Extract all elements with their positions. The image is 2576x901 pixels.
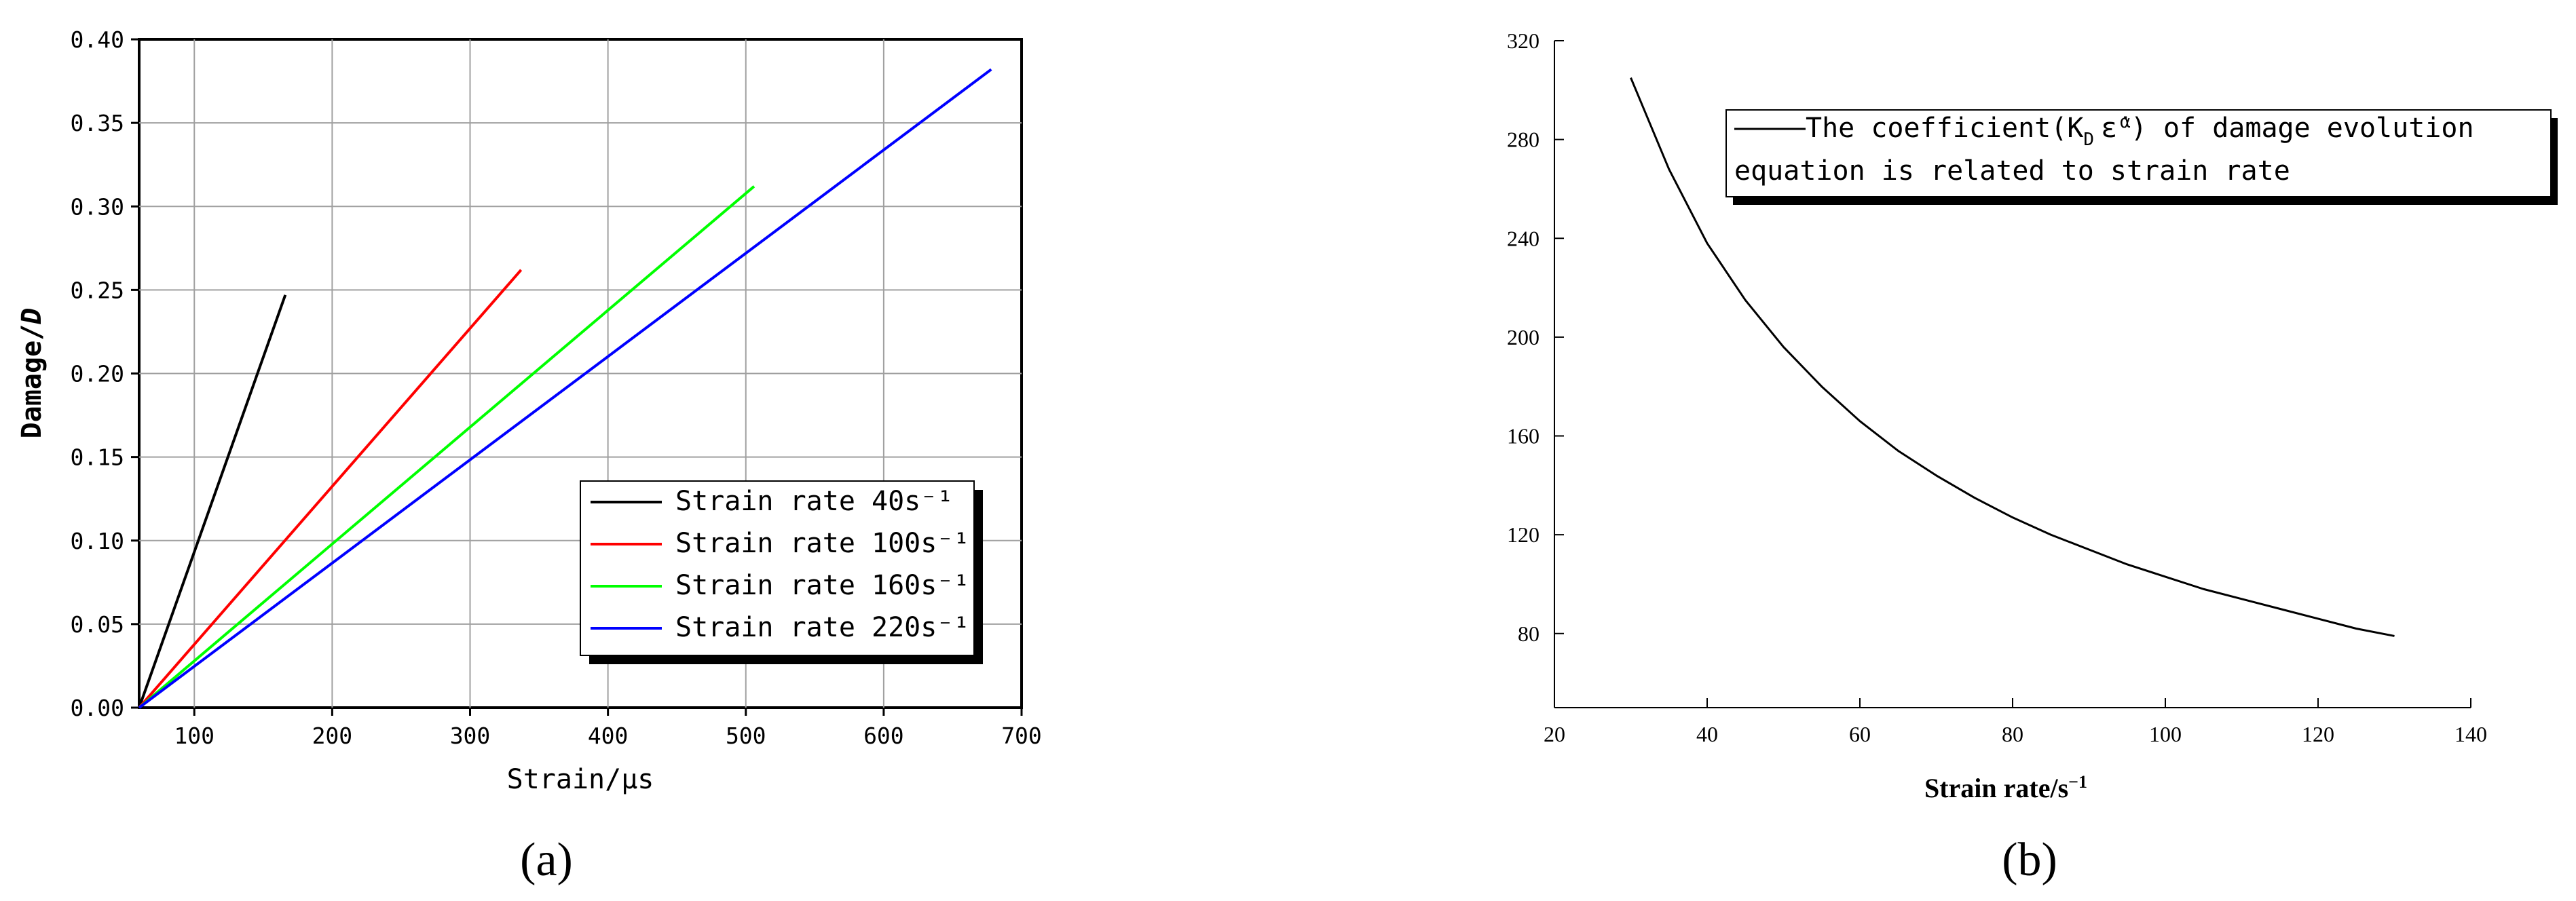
chart-b-legend-box xyxy=(1725,109,2552,197)
chart-b-x-tick-label: 80 xyxy=(2002,722,2023,746)
chart-b-y-tick-label: 200 xyxy=(1507,325,1539,349)
chart-a-x-tick-label: 300 xyxy=(450,723,491,749)
chart-a-y-tick-label: 0.10 xyxy=(71,528,124,554)
chart-a: 100 200 300 400 500 600 700 0.00 0.05 0.10 0.15 0.2… xyxy=(16,26,1042,886)
chart-b: 20 40 60 80 100 120 140 80 120 160 200 240 280 320 St… xyxy=(1507,28,2558,886)
chart-b-panel-label: (b) xyxy=(2002,834,2057,886)
chart-a-ticks: 100 200 300 400 500 600 700 0.00 0.05 0.10 0.15 0.2… xyxy=(71,26,1042,749)
chart-a-series-line-1 xyxy=(138,269,523,709)
chart-a-series xyxy=(138,68,992,709)
chart-b-x-tick-label: 140 xyxy=(2454,722,2487,746)
chart-a-x-tick-label: 400 xyxy=(588,723,629,749)
chart-b-y-tick-label: 120 xyxy=(1507,522,1539,547)
chart-b-x-tick-label: 60 xyxy=(1849,722,1871,746)
chart-b-y-tick-label: 280 xyxy=(1507,128,1539,152)
chart-a-legend: Strain rate 40s⁻¹ Strain rate 100s⁻¹ Strai… xyxy=(580,480,983,664)
chart-a-legend-label-3: Strain rate 220s⁻¹ xyxy=(675,612,969,643)
chart-b-series xyxy=(1630,77,2395,637)
chart-a-legend-label-2: Strain rate 160s⁻¹ xyxy=(675,570,969,601)
chart-a-y-axis-label: Damage/D xyxy=(16,308,48,439)
chart-a-y-tick-label: 0.00 xyxy=(71,695,124,721)
chart-b-x-tick-label: 120 xyxy=(2302,722,2334,746)
chart-a-legend-label-0: Strain rate 40s⁻¹ xyxy=(675,486,953,517)
chart-b-legend-text-line2: equation is related to strain rate xyxy=(1734,155,2290,187)
chart-a-x-tick-label: 700 xyxy=(1001,723,1042,749)
chart-b-legend-text-line1: The coefficient(KD ε̇ α) of damage evoluti… xyxy=(1806,112,2474,150)
chart-a-legend-label-1: Strain rate 100s⁻¹ xyxy=(675,528,969,559)
chart-a-y-tick-label: 0.25 xyxy=(71,277,124,303)
chart-a-y-tick-label: 0.20 xyxy=(71,361,124,387)
chart-b-series-line-0 xyxy=(1630,77,2395,637)
chart-a-panel-label: (a) xyxy=(520,834,573,886)
chart-a-y-tick-label: 0.15 xyxy=(71,444,124,471)
chart-b-x-axis-label: Strain rate/s−1 xyxy=(1924,772,2087,804)
chart-a-y-tick-label: 0.35 xyxy=(71,110,124,136)
chart-a-series-line-0 xyxy=(138,294,287,708)
chart-a-x-tick-label: 500 xyxy=(726,723,766,749)
chart-b-ticks: 20 40 60 80 100 120 140 80 120 160 200 240 280 320 xyxy=(1507,28,2487,746)
chart-b-y-tick-label: 80 xyxy=(1518,621,1539,646)
chart-a-x-tick-label: 200 xyxy=(312,723,353,749)
chart-a-series-line-3 xyxy=(138,68,992,709)
chart-a-x-tick-label: 600 xyxy=(863,723,904,749)
chart-b-y-tick-label: 240 xyxy=(1507,226,1539,250)
chart-a-series-line-2 xyxy=(138,185,755,709)
chart-b-x-tick-label: 20 xyxy=(1544,722,1565,746)
chart-b-y-tick-label: 320 xyxy=(1507,28,1539,53)
chart-a-y-tick-label: 0.05 xyxy=(71,611,124,638)
chart-a-x-axis-label: Strain/μs xyxy=(507,764,654,795)
chart-a-y-tick-label: 0.40 xyxy=(71,26,124,53)
chart-b-legend: The coefficient(KD ε̇ α) of damage evoluti… xyxy=(1725,109,2558,205)
chart-a-legend-box xyxy=(580,480,975,656)
chart-a-x-tick-label: 100 xyxy=(174,723,214,749)
chart-b-y-tick-label: 160 xyxy=(1507,424,1539,448)
chart-b-x-tick-label: 100 xyxy=(2149,722,2182,746)
chart-a-y-tick-label: 0.30 xyxy=(71,193,124,220)
chart-b-x-tick-label: 40 xyxy=(1696,722,1718,746)
